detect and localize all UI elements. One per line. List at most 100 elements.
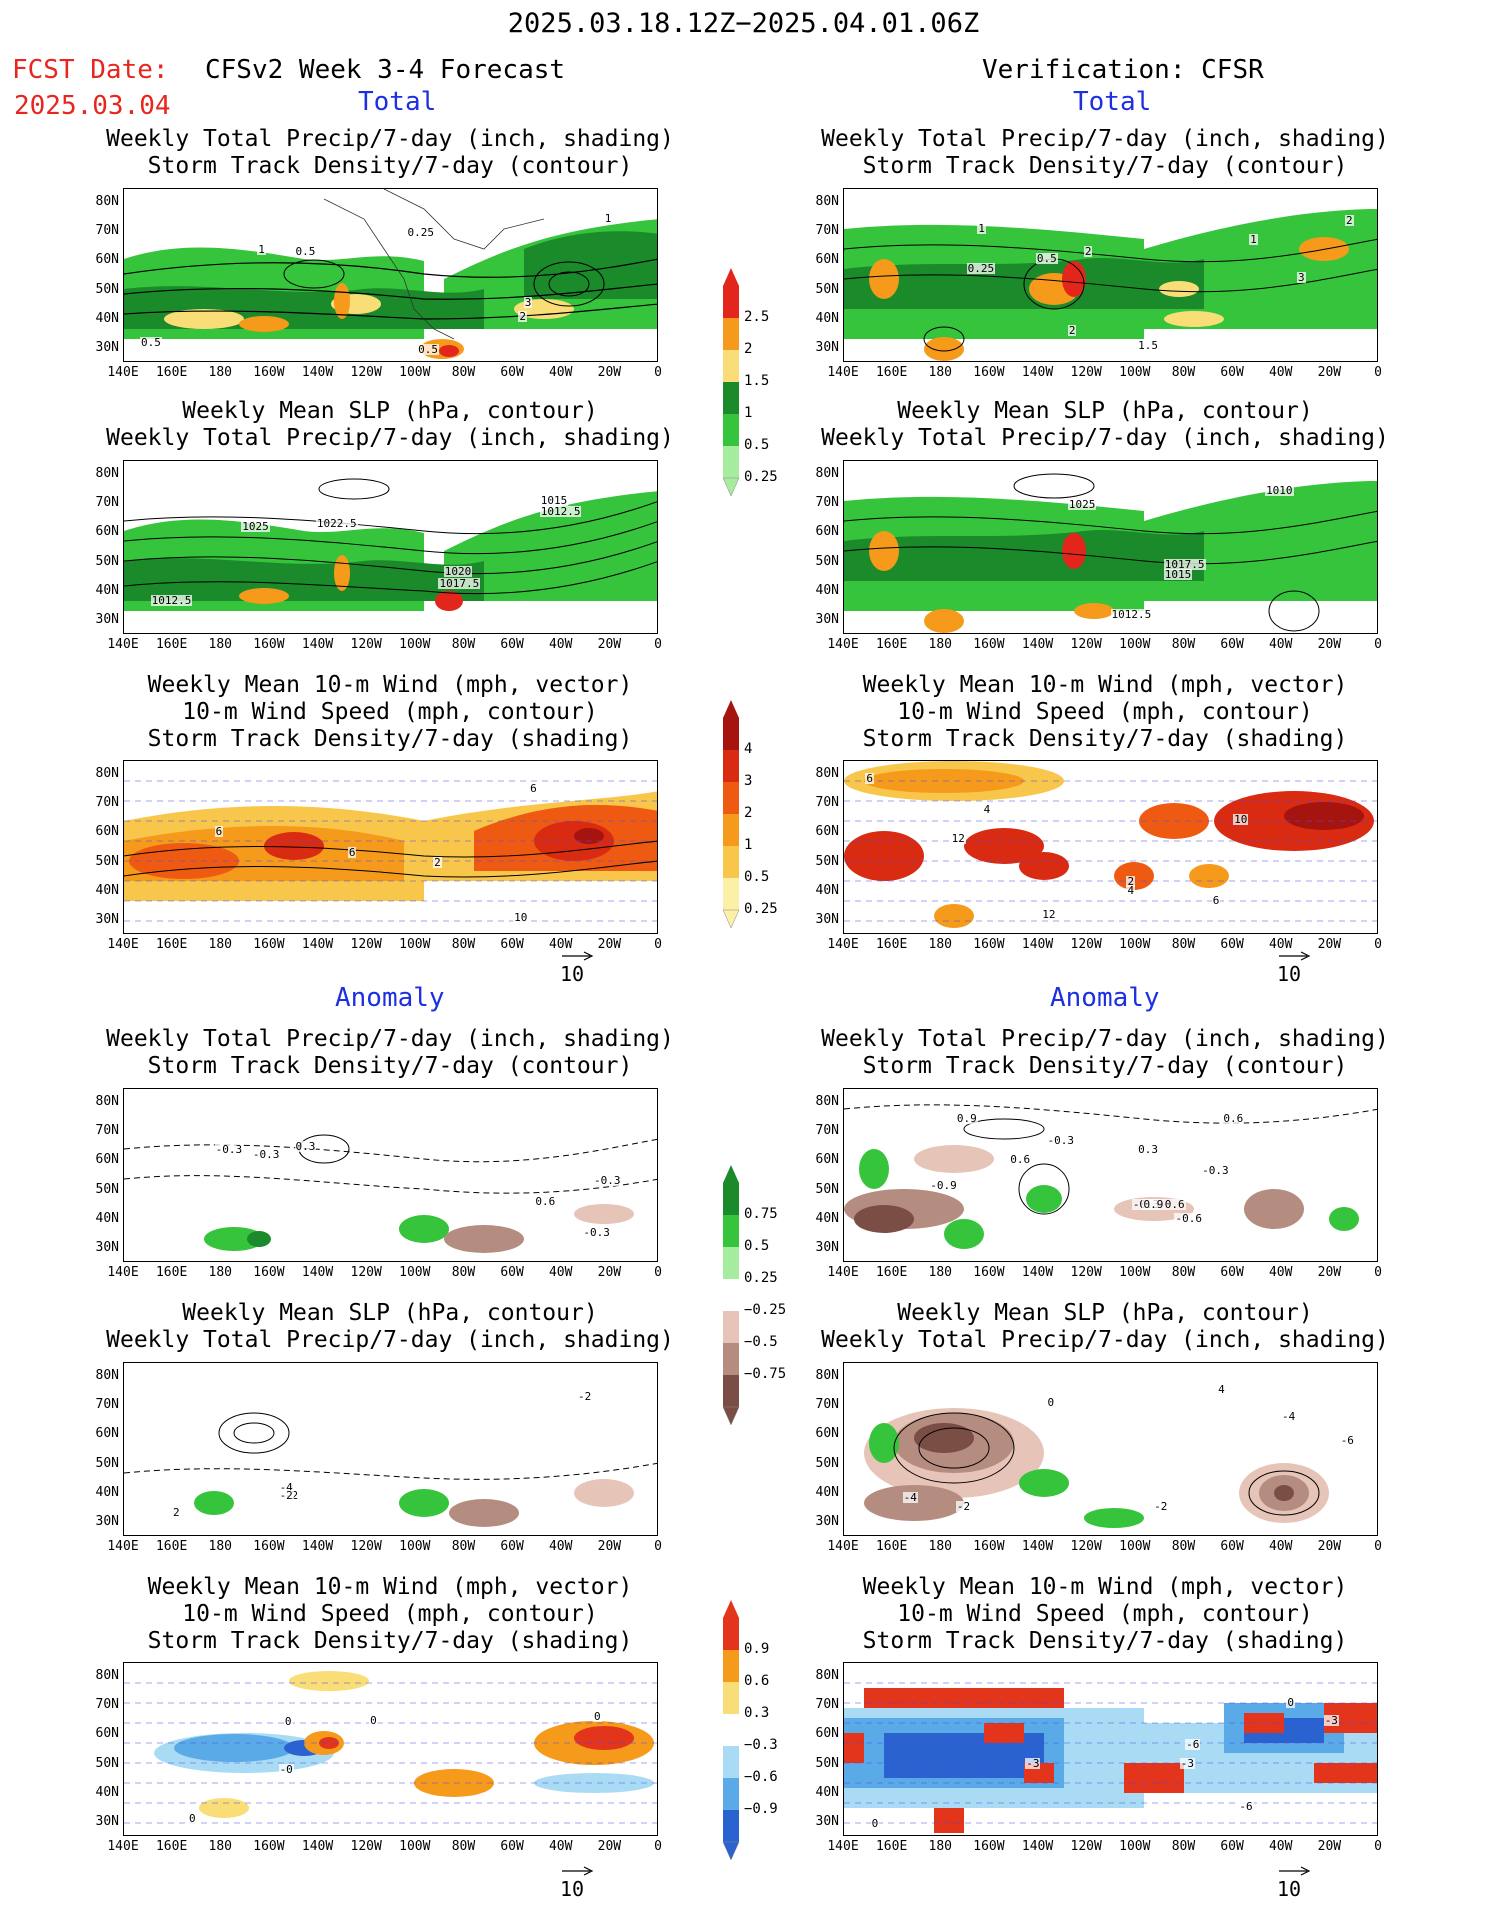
section-anomaly-left: Anomaly [335, 983, 445, 1013]
panel5-title-line1: Weekly Mean 10-m Wind (mph, vector) [147, 672, 633, 698]
lat-tick-label: 30N [815, 912, 839, 927]
contour-label: 1022.5 [315, 516, 358, 530]
lon-tick-label: 0 [654, 937, 662, 952]
contour-label: 4 [982, 803, 992, 816]
contour-label: 0.3 [1137, 1143, 1160, 1157]
lon-tick-label: 40W [548, 1265, 573, 1280]
colorbar-swatch [723, 1714, 739, 1746]
contour-label: 0.5 [139, 335, 162, 349]
contour-label: 0 [1046, 1396, 1056, 1410]
panel6-title-line1: Weekly Mean 10-m Wind (mph, vector) [862, 672, 1348, 698]
lon-tick-label: 120W [350, 637, 382, 652]
contour-label: 0 [283, 1715, 293, 1729]
lon-tick-label: 160E [875, 1839, 908, 1854]
colorbar-swatch [723, 286, 739, 318]
lon-tick-label: 60W [1220, 937, 1244, 952]
colorbar-label: −0.75 [744, 1366, 787, 1382]
colorbar-label: 0.5 [744, 437, 770, 453]
lon-tick-label: 40W [548, 937, 573, 952]
contour-label: 0 [1286, 1696, 1295, 1710]
colorbar-bottom-arrow [722, 1406, 740, 1425]
vector-reference-arrow-icon [1279, 951, 1311, 961]
lat-tick-label: 50N [95, 1455, 119, 1471]
vector-reference-right-total: 10 [1277, 951, 1311, 986]
colorbar-label: −0.6 [744, 1769, 778, 1785]
lat-tick-label: 30N [95, 912, 119, 927]
contour-label: 1020 [443, 564, 473, 578]
lon-tick-label: 160E [155, 937, 188, 952]
lat-tick-label: 60N [95, 1152, 119, 1168]
vector-reference-arrow-icon [562, 1866, 594, 1876]
lon-tick-label: 60W [1220, 365, 1244, 380]
lat-tick-label: 50N [95, 1181, 119, 1197]
contour-label: 0.9 [955, 1112, 978, 1126]
panel6-title: Weekly Mean 10-m Wind (mph, vector) 10-m… [805, 672, 1405, 753]
lon-tick-label: 120W [1070, 1839, 1102, 1854]
lon-tick-label: 60W [500, 1839, 524, 1854]
contour-label: 2 [1067, 323, 1077, 337]
lat-tick-label: 50N [95, 1755, 119, 1771]
contour-label: 2 [518, 310, 528, 324]
lon-tick-label: 140E [107, 1539, 139, 1554]
lon-tick-label: 140E [107, 937, 139, 952]
lon-tick-label: 180 [928, 937, 953, 952]
lat-tick-label: 80N [815, 466, 839, 481]
colorbar-swatches [722, 700, 740, 928]
panel10-field [844, 1363, 1377, 1535]
colorbar-bottom-arrow [722, 909, 740, 928]
lat-tick-label: 40N [815, 1784, 839, 1800]
lat-tick-label: 40N [815, 310, 839, 326]
contour-label: -0.9 [929, 1179, 958, 1193]
vector-reference-value: 10 [560, 962, 585, 986]
lat-tick-label: 40N [95, 1210, 119, 1226]
lon-tick-label: 120W [1070, 1265, 1102, 1280]
lon-tick-label: 0 [1374, 1539, 1382, 1554]
contour-label: -4 [278, 1480, 294, 1494]
contour-label: 0.5 [294, 244, 317, 258]
lon-tick-label: 100W [399, 1839, 431, 1854]
lon-tick-label: 80W [451, 637, 476, 652]
lat-tick-label: 30N [95, 340, 119, 355]
panel9-title-line1: Weekly Mean SLP (hPa, contour) [182, 1300, 598, 1326]
contour-label: -0.3 [593, 1174, 622, 1187]
panel11-title-line1: Weekly Mean 10-m Wind (mph, vector) [147, 1574, 633, 1600]
lat-tick-label: 50N [815, 1455, 839, 1471]
lat-tick-label: 50N [815, 1755, 839, 1771]
lat-tick-label: 50N [815, 853, 839, 869]
lon-tick-label: 140W [301, 1539, 334, 1554]
contour-label: 1017.5 [1163, 558, 1206, 572]
lon-tick-label: 80W [451, 1839, 476, 1854]
panel2-map-precip-storm-verification: 1 0.25 0.5 1 2 2 1.5 3 2 [843, 188, 1378, 362]
colorbar-swatch [723, 782, 739, 814]
lon-tick-label: 100W [1119, 1539, 1151, 1554]
panel4-title: Weekly Mean SLP (hPa, contour) Weekly To… [805, 398, 1405, 452]
colorbar-label: 0.75 [744, 1206, 778, 1222]
colorbar-swatch [723, 814, 739, 846]
panel2-field [844, 189, 1377, 361]
lon-tick-label: 100W [1119, 1839, 1151, 1854]
contour-label: -3 [1025, 1756, 1041, 1770]
lat-tick-label: 60N [815, 1426, 839, 1442]
lat-tick-label: 80N [815, 1668, 839, 1683]
colorbar-swatch [723, 318, 739, 350]
lon-tick-label: 140E [827, 1539, 859, 1554]
panel1-title-line2: Storm Track Density/7-day (contour) [147, 153, 633, 179]
panel7-field [124, 1089, 657, 1261]
panel5-map-wind-storm-forecast: 6 2 10 6 6 [123, 760, 658, 934]
contour-label: 1012.5 [539, 504, 582, 518]
colorbar-swatch [723, 414, 739, 446]
lon-tick-label: 160W [973, 365, 1005, 380]
lat-tick-label: 60N [815, 1726, 839, 1742]
colorbar-label: 2 [744, 341, 753, 357]
contour-label: 12 [950, 832, 966, 846]
colorbar-swatch [723, 446, 739, 478]
lon-tick-label: 40W [1268, 637, 1293, 652]
lon-tick-label: 160W [253, 1265, 285, 1280]
lon-tick-label: 80W [1171, 937, 1196, 952]
lon-tick-label: 160W [973, 1839, 1005, 1854]
contour-label: -6 [1339, 1434, 1355, 1448]
lat-tick-label: 80N [815, 1094, 839, 1109]
panel12-map-wind-storm-anomaly-verification: 0 -3 -6 0 -3 -3 -6 [843, 1662, 1378, 1836]
lat-tick-label: 60N [95, 252, 119, 268]
lat-tick-label: 60N [815, 824, 839, 840]
